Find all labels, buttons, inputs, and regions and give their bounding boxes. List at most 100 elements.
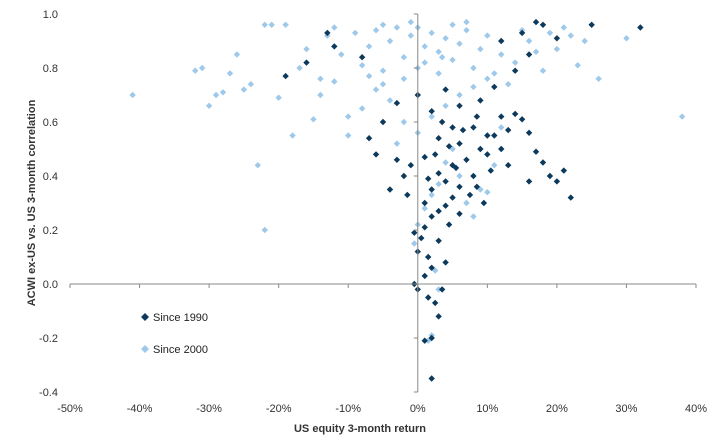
point-series-1: [421, 59, 428, 66]
point-series-1: [567, 32, 574, 39]
point-series-0: [428, 108, 435, 115]
point-series-1: [296, 64, 303, 72]
point-series-0: [463, 156, 470, 163]
point-series-1: [623, 35, 630, 42]
point-series-1: [435, 70, 442, 77]
point-series-1: [539, 67, 547, 74]
point-series-1: [247, 81, 255, 88]
point-series-1: [379, 81, 387, 88]
y-tick-label: -0.2: [39, 333, 58, 345]
point-series-1: [470, 213, 477, 220]
point-series-1: [400, 54, 408, 61]
point-series-1: [254, 162, 261, 169]
y-tick-label: 0.0: [43, 279, 58, 291]
point-series-0: [449, 194, 456, 201]
point-series-0: [445, 221, 453, 228]
point-series-1: [129, 91, 136, 99]
point-series-0: [435, 313, 442, 320]
point-series-0: [637, 24, 644, 31]
point-series-0: [365, 135, 373, 142]
point-series-1: [442, 35, 449, 42]
point-series-1: [456, 40, 463, 47]
point-series-0: [470, 124, 477, 131]
point-series-1: [442, 102, 449, 109]
point-series-1: [261, 21, 268, 28]
point-series-1: [400, 118, 408, 126]
point-series-1: [470, 83, 477, 91]
point-series-0: [456, 102, 463, 109]
point-series-0: [498, 145, 505, 153]
point-series-1: [477, 45, 484, 53]
point-series-1: [456, 172, 463, 180]
legend-marker-1: [141, 345, 149, 353]
point-series-1: [581, 37, 588, 45]
point-series-1: [477, 186, 484, 193]
point-series-1: [331, 24, 338, 31]
point-series-0: [438, 118, 446, 126]
point-series-0: [435, 170, 442, 177]
point-series-0: [425, 175, 432, 182]
point-series-1: [463, 199, 470, 207]
point-series-1: [205, 102, 213, 109]
point-series-1: [435, 286, 442, 293]
point-series-1: [438, 54, 446, 61]
point-series-1: [407, 18, 415, 26]
point-series-1: [379, 21, 387, 28]
point-series-1: [428, 191, 435, 199]
y-tick-label: 0.6: [43, 117, 58, 129]
x-tick-label: 20%: [546, 403, 568, 415]
point-series-1: [421, 43, 428, 50]
x-tick-label: 0%: [410, 403, 426, 415]
point-series-0: [445, 143, 453, 150]
point-series-1: [463, 18, 470, 26]
point-series-0: [438, 286, 446, 293]
point-series-1: [240, 86, 248, 93]
point-series-1: [372, 86, 380, 93]
point-series-0: [435, 237, 442, 244]
point-series-0: [456, 183, 463, 190]
legend: Since 1990 Since 2000: [141, 312, 208, 356]
point-series-0: [505, 126, 512, 134]
point-series-0: [442, 178, 449, 185]
point-series-1: [317, 75, 324, 82]
point-series-0: [466, 191, 474, 199]
point-series-1: [386, 97, 394, 104]
point-series-1: [310, 116, 317, 123]
point-series-0: [331, 43, 338, 50]
point-series-0: [404, 191, 411, 199]
legend-marker-0: [141, 313, 149, 321]
point-series-1: [407, 32, 415, 39]
point-series-1: [546, 29, 554, 37]
point-series-0: [588, 21, 595, 28]
point-series-0: [567, 194, 574, 201]
point-series-0: [484, 132, 491, 139]
point-series-0: [539, 159, 547, 166]
point-series-0: [303, 59, 310, 66]
point-series-0: [498, 113, 505, 120]
point-series-1: [442, 159, 449, 166]
point-series-1: [303, 45, 310, 53]
y-axis-title: ACWI ex-US vs. US 3-month correlation: [26, 99, 38, 306]
point-series-0: [480, 199, 488, 207]
point-series-0: [532, 148, 540, 155]
point-series-1: [400, 75, 408, 82]
point-series-1: [338, 51, 345, 58]
y-tick-label: -0.4: [39, 387, 58, 399]
point-series-0: [518, 116, 526, 123]
point-series-1: [532, 48, 540, 55]
point-series-0: [484, 151, 491, 158]
point-series-0: [421, 272, 428, 280]
point-series-1: [574, 62, 581, 69]
point-series-0: [428, 264, 435, 271]
point-series-1: [386, 37, 394, 45]
point-series-0: [456, 140, 463, 147]
point-series-0: [393, 156, 401, 163]
point-series-0: [511, 110, 519, 118]
point-series-1: [268, 21, 275, 28]
point-series-0: [425, 253, 432, 261]
point-series-0: [282, 72, 289, 80]
point-series-0: [372, 151, 380, 158]
legend-label-0: Since 1990: [153, 312, 208, 324]
point-series-1: [491, 162, 498, 169]
